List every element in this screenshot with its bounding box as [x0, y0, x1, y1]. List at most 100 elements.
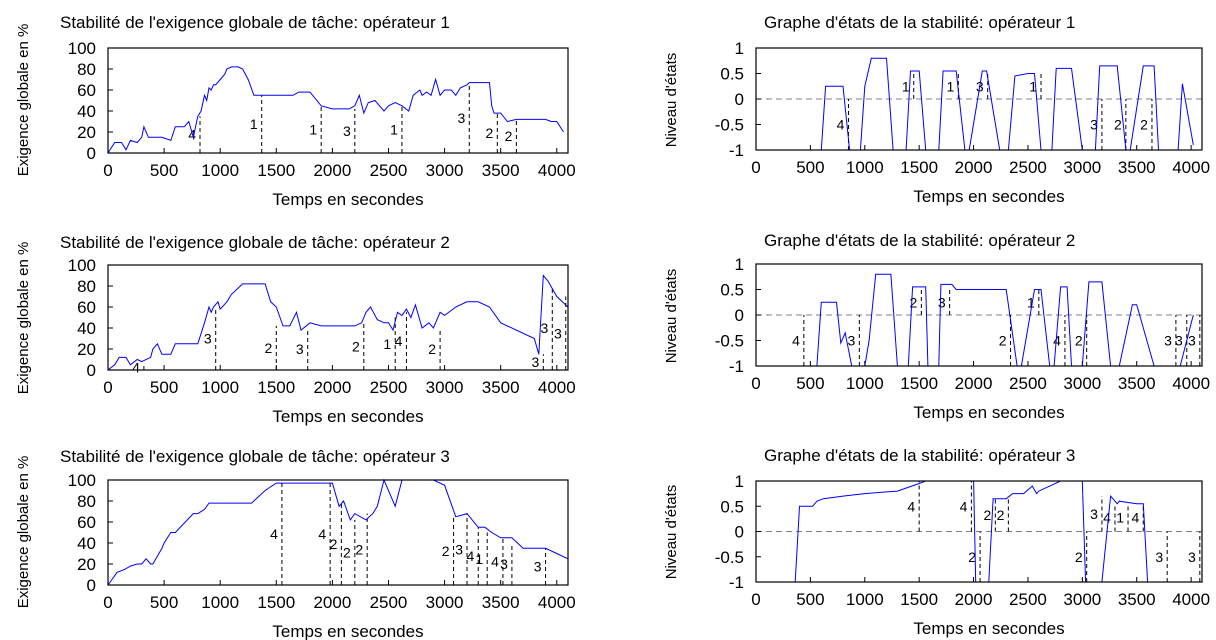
x-tick-label: 2500 — [1009, 158, 1047, 177]
y-tick-label: 40 — [77, 534, 96, 553]
x-tick-label: 500 — [796, 158, 824, 177]
y-tick-label: 80 — [77, 60, 96, 79]
y-axis-label: Exigence globale en % — [15, 24, 32, 177]
state-marker-label: 1 — [475, 551, 483, 567]
y-tick-label: 0.5 — [720, 281, 744, 300]
y-axis-label: Exigence globale en % — [15, 242, 32, 395]
x-tick-label: 1000 — [201, 593, 239, 612]
state-marker-label: 1 — [947, 78, 955, 94]
y-tick-label: 60 — [77, 513, 96, 532]
x-tick-label: 0 — [751, 374, 760, 393]
chart-title: Graphe d'états de la stabilité: opérateu… — [764, 13, 1075, 32]
plot-frame — [107, 47, 569, 154]
y-tick-label: 0 — [87, 144, 96, 163]
state-marker-label: 2 — [999, 333, 1007, 349]
state-marker-label: 3 — [540, 320, 548, 336]
x-tick-label: 3000 — [1063, 590, 1101, 609]
state-marker-label: 2 — [1140, 117, 1148, 133]
state-marker-label: 2 — [330, 536, 338, 552]
state-marker-label: 2 — [352, 338, 360, 354]
y-tick-label: -0.5 — [715, 548, 744, 567]
state-marker-label: 3 — [1188, 333, 1196, 349]
state-marker-label: 4 — [318, 526, 326, 542]
y-tick-label: 40 — [77, 319, 96, 338]
x-tick-label: 0 — [103, 593, 112, 612]
state-marker-label: 4 — [1131, 510, 1139, 526]
chart-panel-1: Stabilité de l'exigence globale de tâche… — [15, 13, 576, 209]
state-marker-label: 4 — [270, 526, 278, 542]
x-tick-label: 2000 — [313, 378, 351, 397]
x-tick-label: 2000 — [313, 593, 351, 612]
chart-panel-3: Stabilité de l'exigence globale de tâche… — [15, 233, 576, 426]
series-line — [107, 478, 569, 586]
y-tick-label: 100 — [68, 256, 96, 275]
x-tick-label: 4000 — [538, 593, 576, 612]
state-marker-label: 1 — [1027, 294, 1035, 310]
state-marker-label: 3 — [343, 123, 351, 139]
y-tick-label: 1 — [735, 472, 744, 491]
x-tick-label: 1500 — [900, 590, 938, 609]
x-tick-label: 1500 — [257, 161, 295, 180]
x-tick-label: 2500 — [370, 161, 408, 180]
state-marker-label: 1 — [383, 336, 391, 352]
x-tick-label: 2500 — [1009, 590, 1047, 609]
state-marker-label: 3 — [1155, 549, 1163, 565]
x-tick-label: 2000 — [955, 374, 993, 393]
x-tick-label: 0 — [751, 158, 760, 177]
state-marker-label: 2 — [428, 341, 436, 357]
state-marker-label: 2 — [1114, 117, 1122, 133]
y-tick-label: 40 — [77, 102, 96, 121]
state-marker-label: 2 — [343, 544, 351, 560]
x-tick-label: 0 — [751, 590, 760, 609]
state-marker-label: 3 — [296, 341, 304, 357]
state-marker-label: 3 — [1090, 506, 1098, 522]
x-tick-label: 3500 — [1118, 590, 1156, 609]
x-tick-label: 500 — [150, 161, 178, 180]
x-tick-label: 1000 — [846, 158, 884, 177]
y-tick-label: 100 — [68, 471, 96, 490]
x-tick-label: 1000 — [201, 378, 239, 397]
chart-panel-6: Graphe d'états de la stabilité: opérateu… — [663, 446, 1210, 638]
x-tick-label: 3000 — [1063, 374, 1101, 393]
plot-frame — [755, 480, 1203, 583]
state-marker-label: 2 — [505, 128, 513, 144]
state-marker-label: 1 — [1029, 78, 1037, 94]
plot-frame — [107, 479, 569, 586]
x-tick-label: 3000 — [426, 593, 464, 612]
series-line — [107, 66, 564, 154]
state-marker-label: 3 — [1175, 333, 1183, 349]
y-tick-label: 0 — [87, 361, 96, 380]
y-axis-label: Exigence globale en % — [15, 456, 32, 609]
chart-panel-5: Stabilité de l'exigence globale de tâche… — [15, 447, 576, 640]
x-tick-label: 1000 — [201, 161, 239, 180]
x-tick-label: 1500 — [900, 374, 938, 393]
x-tick-label: 2000 — [313, 161, 351, 180]
y-tick-label: -1 — [729, 141, 744, 160]
x-tick-label: 500 — [150, 378, 178, 397]
x-tick-label: 500 — [796, 374, 824, 393]
y-tick-label: 60 — [77, 81, 96, 100]
x-axis-label: Temps en secondes — [272, 622, 423, 640]
x-tick-label: 2500 — [1009, 374, 1047, 393]
state-marker-label: 3 — [204, 331, 212, 347]
x-tick-label: 2000 — [955, 590, 993, 609]
state-marker-label: 4 — [1053, 333, 1061, 349]
state-marker-label: 3 — [534, 559, 542, 575]
state-marker-label: 4 — [837, 117, 845, 133]
chart-panel-2: Graphe d'états de la stabilité: opérateu… — [663, 13, 1210, 206]
y-tick-label: 0 — [87, 576, 96, 595]
y-tick-label: 20 — [77, 340, 96, 359]
x-tick-label: 3500 — [482, 161, 520, 180]
state-marker-label: 3 — [1164, 333, 1172, 349]
x-tick-label: 3000 — [426, 161, 464, 180]
x-tick-label: 0 — [103, 378, 112, 397]
chart-panel-4: Graphe d'états de la stabilité: opérateu… — [663, 231, 1210, 422]
y-tick-label: 0 — [735, 306, 744, 325]
state-marker-label: 1 — [1116, 510, 1124, 526]
chart-title: Graphe d'états de la stabilité: opérateu… — [764, 446, 1075, 465]
state-marker-label: 3 — [1090, 117, 1098, 133]
x-tick-label: 500 — [150, 593, 178, 612]
state-marker-label: 2 — [355, 541, 363, 557]
series-line — [756, 273, 1194, 367]
